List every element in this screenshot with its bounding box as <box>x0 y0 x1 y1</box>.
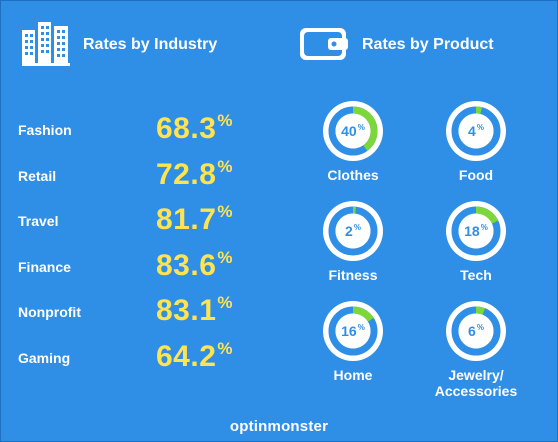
product-clothes: 40% Clothes <box>293 100 413 183</box>
product-name: Clothes <box>327 167 379 183</box>
industry-rate: 81.7% <box>156 202 234 237</box>
product-ring: 6% <box>446 301 506 361</box>
industry-rate-value: 83.1 <box>156 294 217 327</box>
industry-row-gaming: Gaming 64.2% <box>0 338 290 380</box>
ring-center <box>335 213 371 249</box>
industry-rate-unit: % <box>217 111 234 130</box>
industry-rate-value: 81.7 <box>156 203 217 236</box>
industry-rate-unit: % <box>217 338 234 358</box>
product-tech: 18% Tech <box>416 200 536 283</box>
ring-value-arc <box>451 106 501 156</box>
ring-center <box>335 113 371 149</box>
product-food: 4% Food <box>416 100 536 183</box>
product-name: Jewelry/Accessories <box>416 367 536 399</box>
industry-rate: 83.6% <box>156 247 234 283</box>
ring-value-arc <box>451 206 501 256</box>
industry-rate: 83.1% <box>156 293 234 328</box>
industry-row-travel: Travel 81.7% <box>0 202 290 243</box>
ring-value-arc <box>328 206 378 256</box>
industry-row-nonprofit: Nonprofit 83.1% <box>0 293 290 334</box>
product-ring: 18% <box>446 201 506 261</box>
industry-rate: 68.3% <box>156 111 234 146</box>
ring-label: 6% <box>468 323 484 339</box>
product-name: Food <box>458 167 494 183</box>
product-title: Rates by Product <box>362 36 494 53</box>
ring-center <box>335 313 371 349</box>
industry-rate: 72.8% <box>156 156 234 192</box>
product-home: 16% Home <box>293 300 413 383</box>
ring-label: 16% <box>341 323 365 339</box>
wallet-icon <box>298 24 350 69</box>
industry-row-retail: Retail 72.8% <box>0 156 290 198</box>
product-jewelry-accessories: 6% Jewelry/Accessories <box>416 300 536 399</box>
brand-logo: optinmonster <box>229 418 329 435</box>
ring-center <box>458 113 494 149</box>
buildings-icon <box>22 22 70 71</box>
product-fitness: 2% Fitness <box>293 200 413 283</box>
industry-rate-unit: % <box>217 156 234 176</box>
product-ring: 40% <box>323 101 383 161</box>
industry-rate-value: 83.6 <box>156 248 217 282</box>
ring-center <box>458 313 494 349</box>
industry-name: Gaming <box>18 349 71 366</box>
industry-name: Nonprofit <box>18 304 81 320</box>
industry-row-fashion: Fashion 68.3% <box>0 111 290 152</box>
product-name: Fitness <box>328 267 378 283</box>
product-ring: 16% <box>323 301 383 361</box>
industry-title: Rates by Industry <box>83 36 218 53</box>
industry-rate-value: 68.3 <box>156 112 217 145</box>
industry-rate-value: 64.2 <box>156 339 217 373</box>
industry-rate-unit: % <box>217 293 234 312</box>
ring-value-arc <box>328 106 378 156</box>
ring-label: 18% <box>464 223 488 239</box>
ring-label: 40% <box>341 123 365 139</box>
industry-rate: 64.2% <box>156 338 234 374</box>
product-name: Home <box>333 367 373 383</box>
product-name-line: Jewelry/ <box>448 367 504 383</box>
industry-name: Travel <box>18 213 59 229</box>
industry-rate-unit: % <box>217 247 234 267</box>
ring-label: 2% <box>345 223 361 239</box>
product-name-line: Accessories <box>434 383 518 399</box>
product-ring: 4% <box>446 101 506 161</box>
ring-label: 4% <box>468 123 484 139</box>
product-name: Tech <box>460 267 492 283</box>
ring-center <box>458 213 494 249</box>
industry-rate-value: 72.8 <box>156 157 217 191</box>
industry-row-finance: Finance 83.6% <box>0 247 290 289</box>
product-ring: 2% <box>323 201 383 261</box>
ring-value-arc <box>328 306 378 356</box>
industry-rate-unit: % <box>217 202 234 221</box>
industry-name: Fashion <box>18 122 72 138</box>
ring-value-arc <box>451 306 501 356</box>
industry-name: Retail <box>18 167 57 184</box>
industry-name: Finance <box>18 258 71 275</box>
